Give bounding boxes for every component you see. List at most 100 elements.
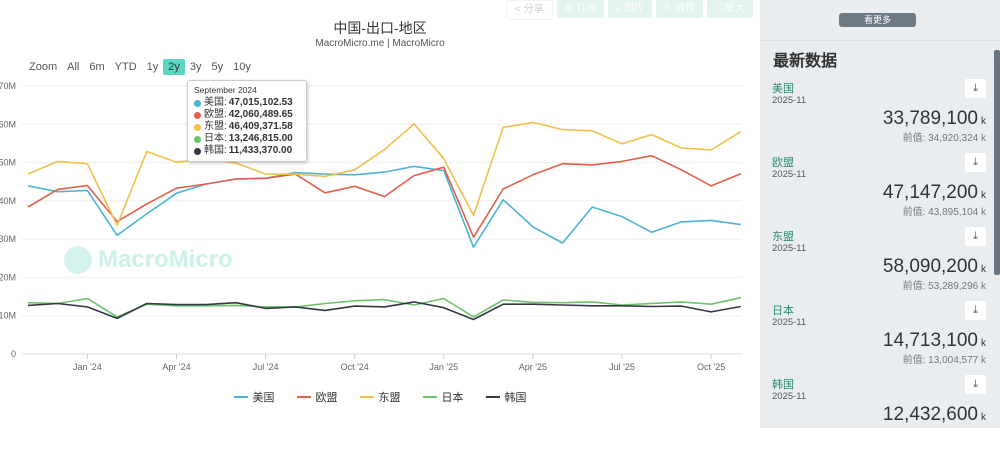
y-tick-label: 50M (0, 158, 16, 168)
download-icon[interactable]: ⤓ (965, 79, 986, 98)
y-tick-label: 70M (0, 81, 16, 91)
value-unit: k (981, 190, 986, 201)
edit-label: 编辑 (674, 3, 695, 14)
x-tick-label: Jul '25 (609, 362, 635, 372)
tooltip-row: 日本:13,246,815.00 (194, 133, 300, 145)
x-tick-label: Apr '25 (519, 362, 547, 372)
range-6m[interactable]: 6m (89, 61, 105, 73)
prev-label: 前值: (902, 207, 926, 218)
download-icon[interactable]: ⤓ (965, 301, 986, 320)
item-date: 2025-11 (772, 95, 807, 106)
x-tick-label: Jan '24 (73, 362, 102, 372)
us-dot-icon (194, 99, 201, 107)
range-ytd[interactable]: YTD (114, 61, 137, 73)
tooltip-row: 韩国:11,433,370.00 (194, 145, 300, 157)
item-value: 47,147,200 k (883, 182, 986, 204)
value-unit: k (981, 338, 986, 349)
legend-line-icon (359, 396, 374, 398)
item-previous: 前值: 34,920,324 k (903, 129, 986, 144)
line-chart[interactable]: 0 10M 20M 30M 40M 50M 60M 70M Jan '24 Apr '24 Jul … (0, 0, 760, 428)
image-button[interactable]: ⤓ 图片 (608, 0, 652, 18)
y-tick-label: 30M (0, 234, 16, 244)
item-label[interactable]: 日本 (772, 305, 794, 317)
range-5y[interactable]: 5y (211, 61, 224, 73)
share-button[interactable]: < 分享 (506, 0, 553, 20)
chart-title: 中国-出口-地区 (333, 20, 427, 36)
range-3y[interactable]: 3y (189, 61, 202, 73)
legend-item-us[interactable]: 美国 (233, 389, 275, 405)
tooltip-row: 东盟:46,409,371.58 (194, 121, 300, 133)
chart-subtitle: MacroMicro.me | MacroMicro (315, 38, 445, 49)
korea-dot-icon (194, 147, 201, 155)
x-tick-label: Jul '24 (253, 362, 279, 372)
range-zoom-label: Zoom (29, 61, 58, 73)
download-icon[interactable]: ⤓ (965, 375, 986, 394)
chart-legend: 美国 欧盟 东盟 日本 韩国 (0, 389, 760, 405)
y-tick-label: 20M (0, 272, 16, 282)
tooltip-series: 日本 (204, 133, 224, 144)
prev-label: 前值: (902, 355, 926, 366)
x-tick-label: Oct '25 (697, 362, 725, 372)
edit-button[interactable]: ✎ 编辑 (655, 0, 703, 18)
item-value: 12,432,600 k (883, 404, 986, 426)
range-1y[interactable]: 1y (146, 61, 159, 73)
value-number: 12,432,600 (882, 404, 978, 425)
download-icon[interactable]: ⤓ (965, 227, 986, 246)
item-date: 2025-11 (772, 243, 807, 254)
y-tick-label: 40M (0, 196, 16, 206)
tooltip-series: 韩国 (204, 145, 224, 156)
value-number: 33,789,100 (882, 108, 978, 129)
latest-item-eu: 欧盟 2025-11 ⤓ 47,147,200 k 前值: 43,895,104 … (760, 153, 992, 228)
tooltip-date: September 2024 (194, 85, 257, 95)
range-10y[interactable]: 10y (233, 61, 251, 73)
legend-item-eu[interactable]: 欧盟 (296, 389, 338, 405)
item-previous: 前值: 43,895,104 k (903, 203, 986, 218)
prev-value: 13,004,577 k (928, 355, 986, 366)
latest-item-korea: 韩国 2025-11 ⤓ 12,432,600 k (760, 375, 992, 450)
legend-line-icon (485, 396, 500, 398)
subscribe-button[interactable]: ⚙ 订阅 (556, 0, 605, 18)
tooltip-value: 42,060,489.65 (228, 109, 293, 120)
item-previous: 前值: 13,004,577 k (903, 351, 986, 366)
tooltip-value: 46,409,371.58 (228, 121, 293, 132)
range-selector: Zoom All 6m YTD 1y 2y 3y 5y 10y (24, 59, 256, 75)
expand-button[interactable]: ⛶ 放大 (706, 0, 753, 18)
item-label[interactable]: 欧盟 (772, 157, 794, 169)
eu-dot-icon (194, 111, 201, 119)
legend-label: 东盟 (378, 392, 401, 404)
see-more-button[interactable]: 看更多 (839, 13, 916, 27)
download-icon[interactable]: ⤓ (965, 153, 986, 172)
legend-label: 日本 (441, 392, 464, 404)
value-number: 58,090,200 (882, 256, 978, 277)
prev-label: 前值: (902, 133, 926, 144)
series-line-美国 (27, 165, 741, 248)
y-tick-label: 10M (0, 311, 16, 321)
item-value: 58,090,200 k (883, 256, 986, 278)
item-label[interactable]: 韩国 (772, 379, 794, 391)
watermark-text: MacroMicro (98, 246, 233, 273)
item-value: 33,789,100 k (883, 108, 986, 130)
item-label[interactable]: 东盟 (772, 231, 794, 243)
image-label: 图片 (623, 3, 644, 14)
legend-item-japan[interactable]: 日本 (422, 389, 464, 405)
tooltip-value: 47,015,102.53 (228, 97, 293, 108)
chart-tooltip: September 2024 美国:47,015,102.53 欧盟:42,06… (187, 80, 307, 162)
sidebar-title: 最新数据 (773, 53, 838, 70)
tooltip-value: 11,433,370.00 (228, 145, 293, 156)
item-previous: 前值: 53,289,296 k (903, 277, 986, 292)
prev-value: 34,920,324 k (928, 133, 986, 144)
range-all[interactable]: All (67, 61, 80, 73)
value-unit: k (981, 412, 986, 423)
latest-data-sidebar: 看更多 最新数据 美国 2025-11 ⤓ 33,789,100 k 前值: 34… (760, 0, 1000, 428)
macromicro-watermark: MacroMicro (64, 246, 233, 274)
sidebar-scrollbar[interactable] (994, 50, 1000, 275)
legend-item-korea[interactable]: 韩国 (485, 389, 527, 405)
item-value: 14,713,100 k (883, 330, 986, 352)
subscribe-label: 订阅 (576, 3, 597, 14)
legend-label: 韩国 (504, 392, 527, 404)
item-label[interactable]: 美国 (772, 83, 794, 95)
range-2y[interactable]: 2y (163, 59, 185, 75)
legend-item-asean[interactable]: 东盟 (359, 389, 401, 405)
legend-line-icon (422, 396, 437, 398)
chart-toolbar: < 分享 ⚙ 订阅 ⤓ 图片 ✎ 编辑 ⛶ 放大 (506, 0, 753, 20)
